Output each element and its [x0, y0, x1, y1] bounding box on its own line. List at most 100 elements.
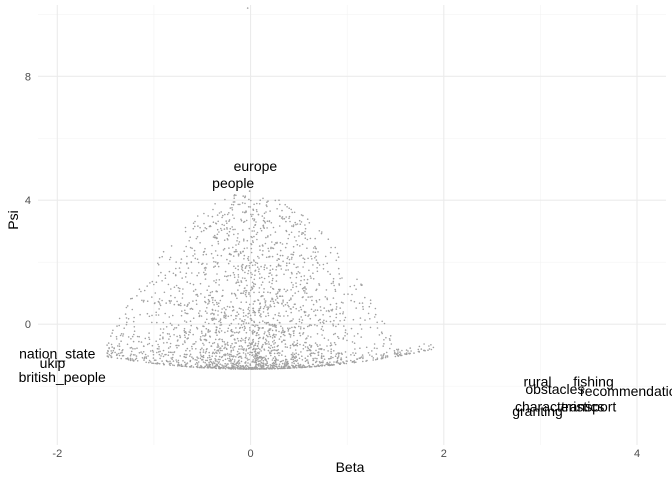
data-point	[292, 354, 294, 356]
data-point	[254, 350, 257, 353]
data-point	[237, 360, 240, 363]
data-point	[140, 351, 142, 353]
data-point	[250, 276, 252, 279]
data-point	[405, 349, 408, 351]
data-point	[244, 267, 247, 270]
data-point	[334, 332, 337, 335]
data-point	[196, 236, 199, 238]
data-point	[285, 220, 287, 223]
data-point	[202, 351, 205, 353]
data-point	[235, 249, 237, 251]
data-point	[267, 341, 270, 343]
data-point	[132, 360, 135, 362]
data-point	[255, 365, 257, 368]
data-point	[254, 357, 256, 360]
data-point	[220, 330, 223, 332]
data-point	[262, 245, 264, 247]
data-point	[284, 346, 287, 348]
data-point	[264, 300, 267, 302]
data-point	[252, 259, 255, 261]
data-point	[216, 228, 219, 231]
data-point	[279, 241, 282, 244]
data-point	[257, 364, 260, 366]
data-point	[291, 362, 293, 364]
data-point	[274, 299, 277, 301]
data-point	[157, 263, 160, 266]
data-point	[240, 218, 242, 221]
data-point	[257, 255, 259, 258]
data-point	[383, 339, 385, 341]
data-point	[249, 262, 251, 264]
data-point	[162, 349, 165, 352]
point-label: ukip	[40, 355, 66, 371]
data-point	[115, 338, 118, 340]
data-point	[110, 356, 113, 358]
data-point	[381, 332, 384, 335]
data-point	[319, 364, 322, 367]
data-point	[164, 274, 167, 277]
data-point	[292, 355, 295, 358]
data-point	[260, 284, 263, 286]
data-point	[202, 361, 205, 363]
data-point	[208, 341, 211, 344]
data-point	[323, 322, 325, 325]
data-point	[158, 348, 160, 350]
data-point	[314, 251, 317, 254]
data-point	[265, 340, 268, 342]
data-point	[339, 312, 341, 315]
data-point	[218, 361, 220, 363]
data-point	[152, 362, 155, 365]
data-point	[239, 368, 242, 370]
data-point	[313, 310, 315, 313]
data-point	[130, 297, 132, 300]
data-point	[228, 247, 230, 249]
data-point	[309, 317, 312, 320]
data-point	[237, 323, 240, 325]
data-point	[301, 287, 304, 290]
data-point	[250, 247, 253, 250]
data-point	[204, 334, 207, 337]
data-point	[144, 353, 147, 356]
data-point	[299, 328, 302, 330]
data-point	[248, 367, 250, 369]
data-point	[259, 336, 261, 339]
data-point	[266, 362, 269, 365]
data-point	[248, 306, 250, 309]
data-point	[204, 273, 206, 276]
data-point	[132, 340, 135, 343]
data-point	[226, 213, 229, 216]
data-point	[223, 311, 226, 314]
data-point	[266, 201, 268, 203]
data-point	[202, 359, 204, 361]
data-point	[169, 351, 172, 354]
data-point	[226, 232, 228, 235]
data-point	[185, 332, 187, 335]
data-point	[176, 335, 178, 338]
data-point	[270, 352, 272, 355]
data-point	[223, 341, 226, 343]
data-point	[219, 327, 221, 330]
data-point	[189, 329, 192, 331]
data-point	[286, 262, 288, 265]
data-point	[200, 230, 203, 233]
data-point	[330, 344, 333, 346]
data-point	[194, 359, 196, 361]
data-point	[281, 341, 283, 343]
data-point	[310, 336, 312, 338]
data-point	[139, 313, 141, 316]
data-point	[216, 352, 218, 355]
point-labels: europepeoplenation_stateukipbritish_peop…	[19, 158, 672, 419]
data-point	[117, 345, 119, 347]
data-point	[317, 251, 319, 253]
data-point	[132, 354, 135, 356]
data-point	[147, 355, 149, 357]
data-point	[202, 342, 204, 345]
data-point	[235, 356, 237, 358]
point-label: europe	[234, 158, 278, 174]
data-point	[197, 295, 199, 297]
data-point	[224, 198, 226, 201]
data-point	[263, 291, 265, 294]
data-point	[179, 334, 181, 337]
data-point	[152, 357, 155, 359]
data-point	[125, 323, 128, 326]
